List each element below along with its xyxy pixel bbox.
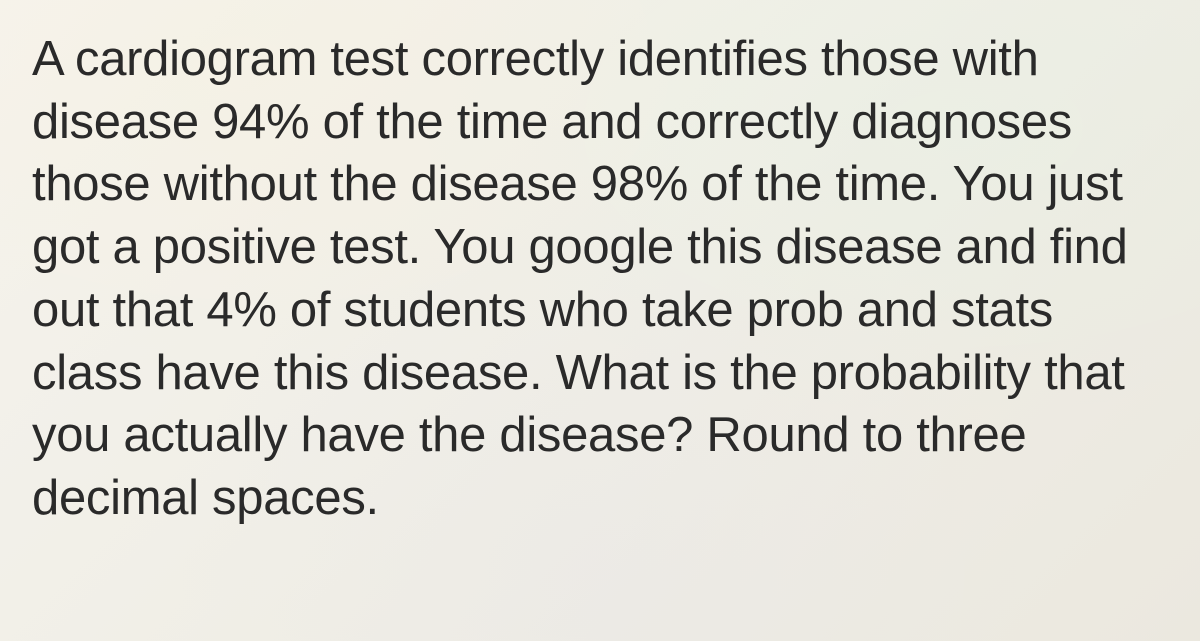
question-prompt: A cardiogram test correctly identifies t… bbox=[32, 28, 1168, 530]
